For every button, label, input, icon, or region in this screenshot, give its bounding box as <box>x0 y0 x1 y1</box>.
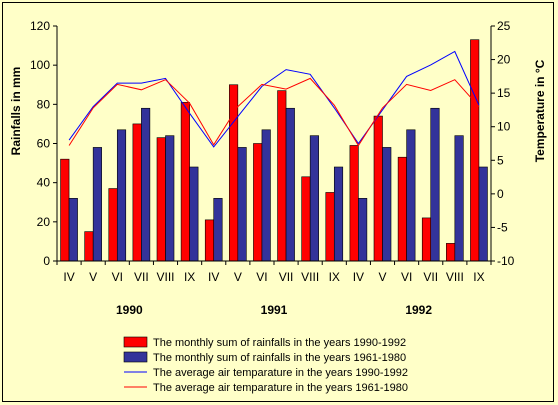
bar-rain-1990-1992-0 <box>60 158 70 262</box>
y-left-tick-label: 40 <box>37 176 51 190</box>
bar-rain-1961-1980-9 <box>285 107 295 262</box>
bar-rain-1990-1992-4 <box>156 137 166 262</box>
legend-swatch-bar <box>123 351 148 363</box>
legend-label: The monthly sum of rainfalls in the year… <box>153 352 406 364</box>
x-tick-label: VII <box>134 270 149 284</box>
chart-frame <box>2 2 554 402</box>
bar-rain-1990-1992-2 <box>108 188 118 262</box>
x-tick-label: VI <box>256 270 267 284</box>
y-left-tick-label: 20 <box>37 215 51 229</box>
y-left-tick-label: 80 <box>37 97 51 111</box>
y-left-tick-label: 60 <box>37 137 51 151</box>
bar-rain-1990-1992-9 <box>277 90 287 262</box>
bar-rain-1961-1980-12 <box>358 198 368 262</box>
bar-rain-1961-1980-7 <box>237 147 247 262</box>
bar-rain-1961-1980-1 <box>92 147 102 262</box>
y-axis-right-title: Temperature in °C <box>533 59 547 162</box>
y-right-tick-label: -5 <box>497 220 508 234</box>
y-right-tick-label: 20 <box>497 53 511 67</box>
bar-rain-1990-1992-6 <box>204 219 215 262</box>
x-tick-label: VIII <box>156 270 174 284</box>
bar-rain-1961-1980-15 <box>430 107 440 262</box>
bar-rain-1961-1980-5 <box>189 166 199 262</box>
bar-rain-1961-1980-13 <box>382 147 392 262</box>
year-label-1990: 1990 <box>116 303 143 317</box>
bar-rain-1961-1980-14 <box>406 129 416 262</box>
bar-rain-1990-1992-15 <box>421 217 432 262</box>
y-left-tick-label: 120 <box>30 19 50 33</box>
bar-rain-1961-1980-8 <box>261 129 271 262</box>
y-right-tick-label: -10 <box>497 254 515 268</box>
y-right-tick-label: 5 <box>497 153 504 167</box>
x-tick-label: IV <box>63 270 74 284</box>
y-left-tick-label: 0 <box>43 254 50 268</box>
legend-label: The average air temparature in the years… <box>153 367 408 379</box>
x-tick-label: IV <box>208 270 219 284</box>
bar-rain-1990-1992-1 <box>84 231 94 262</box>
bar-rain-1961-1980-2 <box>116 129 127 262</box>
year-label-1992: 1992 <box>405 303 432 317</box>
x-tick-label: VIII <box>446 270 464 284</box>
x-tick-label: V <box>234 270 242 284</box>
legend-swatch-bar <box>123 336 148 348</box>
x-tick-label: IV <box>353 270 364 284</box>
x-tick-label: VII <box>279 270 294 284</box>
x-tick-label: V <box>89 270 97 284</box>
line-temp-1961-1980 <box>68 77 480 147</box>
bar-rain-1990-1992-16 <box>446 243 456 262</box>
bar-rain-1961-1980-17 <box>478 166 488 262</box>
y-right-tick-label: 15 <box>497 86 511 100</box>
legend-label: The monthly sum of rainfalls in the year… <box>153 337 406 349</box>
bar-rain-1990-1992-14 <box>397 156 407 262</box>
x-tick-label: IX <box>184 270 195 284</box>
x-tick-label: VI <box>112 270 123 284</box>
bar-rain-1961-1980-10 <box>309 135 319 262</box>
bar-rain-1961-1980-4 <box>165 135 175 262</box>
x-tick-label: VII <box>423 270 438 284</box>
bar-rain-1990-1992-7 <box>229 84 239 262</box>
bar-rain-1990-1992-8 <box>253 143 263 262</box>
bar-rain-1990-1992-11 <box>325 192 335 262</box>
bar-rain-1990-1992-12 <box>349 145 359 262</box>
y-right-tick-label: 25 <box>497 19 511 33</box>
bar-rain-1961-1980-6 <box>213 198 223 262</box>
y-right-tick-label: 0 <box>497 187 504 201</box>
bar-rain-1990-1992-10 <box>301 176 311 262</box>
line-temp-1990-1992 <box>68 50 480 148</box>
bar-rain-1990-1992-5 <box>180 102 190 262</box>
bar-rain-1961-1980-0 <box>68 198 78 262</box>
x-tick-label: IX <box>329 270 340 284</box>
x-tick-label: IX <box>473 270 484 284</box>
bar-rain-1990-1992-17 <box>470 39 480 262</box>
y-left-tick-label: 100 <box>30 58 50 72</box>
y-right-tick-label: 10 <box>497 120 511 134</box>
x-tick-label: VIII <box>301 270 319 284</box>
legend-label: The average air temparature in the years… <box>153 382 408 394</box>
bar-rain-1961-1980-16 <box>454 135 464 262</box>
bar-rain-1990-1992-3 <box>132 123 142 262</box>
bar-rain-1990-1992-13 <box>373 115 383 262</box>
bar-rain-1961-1980-3 <box>141 107 151 262</box>
y-axis-left-title: Rainfalls in mm <box>9 67 23 156</box>
bar-rain-1961-1980-11 <box>333 166 344 262</box>
year-label-1991: 1991 <box>261 303 288 317</box>
x-tick-label: VI <box>401 270 412 284</box>
x-tick-label: V <box>378 270 386 284</box>
